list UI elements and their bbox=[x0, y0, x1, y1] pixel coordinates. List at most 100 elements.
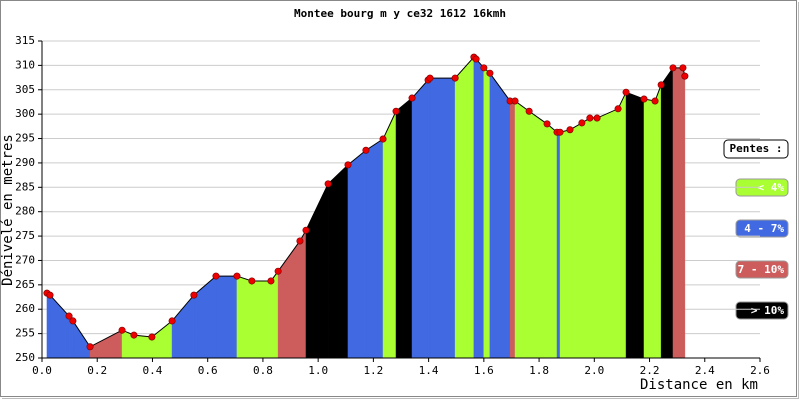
slope-segment bbox=[236, 275, 253, 359]
y-tick-label: 300 bbox=[15, 107, 35, 120]
point bbox=[86, 343, 94, 351]
legend-label: > 10% bbox=[751, 304, 784, 317]
point bbox=[586, 114, 594, 122]
point bbox=[578, 119, 586, 127]
point bbox=[679, 64, 687, 72]
x-tick-label: 0.8 bbox=[253, 364, 273, 377]
point bbox=[525, 107, 533, 115]
x-tick-label: 1.0 bbox=[308, 364, 328, 377]
slope-segment bbox=[654, 84, 662, 359]
legend-title: Pentes : bbox=[730, 142, 783, 155]
point bbox=[622, 88, 630, 96]
slope-segment bbox=[596, 108, 619, 359]
x-tick-label: 2.2 bbox=[640, 364, 660, 377]
y-tick-label: 305 bbox=[15, 83, 35, 96]
point bbox=[65, 312, 73, 320]
slope-segment bbox=[382, 111, 397, 359]
point bbox=[69, 317, 77, 325]
slope-segment bbox=[473, 56, 477, 359]
legend-label: 4 - 7% bbox=[744, 222, 784, 235]
point bbox=[46, 291, 54, 299]
legend-swatch bbox=[735, 260, 789, 279]
slope-segment bbox=[617, 92, 627, 359]
point bbox=[451, 74, 459, 82]
legend-swatch bbox=[735, 301, 789, 320]
slope-segment bbox=[427, 77, 431, 359]
point bbox=[543, 120, 551, 128]
x-tick-label: 1.6 bbox=[474, 364, 494, 377]
slope-segment bbox=[395, 97, 413, 359]
point bbox=[130, 331, 138, 339]
point bbox=[148, 333, 156, 341]
point bbox=[392, 107, 400, 115]
y-tick-label: 255 bbox=[15, 327, 35, 340]
x-tick-label: 1.2 bbox=[363, 364, 383, 377]
slope-segment bbox=[559, 129, 571, 359]
slope-segment bbox=[46, 292, 51, 359]
slope-segment bbox=[251, 280, 272, 359]
slope-segment bbox=[215, 275, 238, 359]
legend: Pentes : < 4% 4 - 7% 7 - 10% > 10% bbox=[723, 139, 789, 320]
point bbox=[681, 72, 689, 80]
x-tick-label: 1.8 bbox=[529, 364, 549, 377]
point bbox=[657, 81, 665, 89]
point bbox=[190, 291, 198, 299]
x-tick-label: 2.4 bbox=[695, 364, 715, 377]
point bbox=[296, 237, 304, 245]
y-tick-label: 265 bbox=[15, 278, 35, 291]
legend-label: 7 - 10% bbox=[738, 263, 785, 276]
y-axis-label: Dénivelé en metres bbox=[0, 134, 16, 286]
point bbox=[344, 161, 352, 169]
slope-segment bbox=[528, 110, 548, 359]
point bbox=[426, 74, 434, 82]
point bbox=[362, 146, 370, 154]
point bbox=[233, 272, 241, 280]
legend-swatch bbox=[735, 219, 789, 238]
y-tick-label: 310 bbox=[15, 58, 35, 71]
slope-segment bbox=[546, 123, 558, 359]
y-tick-label: 250 bbox=[15, 351, 35, 364]
point bbox=[248, 277, 256, 285]
x-tick-label: 1.4 bbox=[419, 364, 439, 377]
point bbox=[302, 226, 310, 234]
slope-segment bbox=[589, 117, 598, 359]
slope-segment bbox=[643, 98, 656, 359]
x-tick-label: 0.6 bbox=[198, 364, 218, 377]
x-tick-label: 0.0 bbox=[32, 364, 52, 377]
point bbox=[486, 69, 494, 77]
point bbox=[168, 317, 176, 325]
point bbox=[212, 272, 220, 280]
slope-segment bbox=[660, 67, 674, 359]
point bbox=[566, 126, 574, 134]
y-tick-label: 275 bbox=[15, 229, 35, 242]
point bbox=[324, 180, 332, 188]
point bbox=[614, 105, 622, 113]
x-tick-label: 2.6 bbox=[750, 364, 770, 377]
y-tick-label: 280 bbox=[15, 205, 35, 218]
slope-segment bbox=[454, 56, 475, 359]
slope-segment bbox=[569, 122, 583, 359]
slope-segment bbox=[625, 91, 645, 359]
slope-segment bbox=[347, 149, 367, 359]
point bbox=[511, 97, 519, 105]
slope-segment bbox=[429, 77, 456, 359]
y-tick-label: 295 bbox=[15, 132, 35, 145]
slope-segment bbox=[475, 58, 485, 359]
slope-segment bbox=[581, 117, 591, 359]
point bbox=[118, 326, 126, 334]
x-tick-label: 2.0 bbox=[584, 364, 604, 377]
point bbox=[556, 128, 564, 136]
point bbox=[274, 267, 282, 275]
slope-segment bbox=[672, 67, 684, 359]
x-axis-label: Distance en km bbox=[640, 377, 758, 393]
point bbox=[651, 97, 659, 105]
chart-title: Montee bourg m y ce32 1612 16kmh bbox=[294, 7, 506, 20]
y-tick-label: 285 bbox=[15, 180, 35, 193]
slope-segment bbox=[514, 100, 530, 359]
slope-segment bbox=[509, 100, 516, 359]
slope-segment bbox=[299, 229, 307, 359]
slope-segment bbox=[411, 79, 429, 359]
point bbox=[267, 277, 275, 285]
y-tick-label: 315 bbox=[15, 34, 35, 47]
